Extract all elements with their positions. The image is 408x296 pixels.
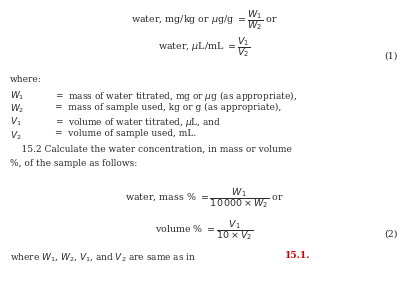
Text: 15.2 Calculate the water concentration, in mass or volume: 15.2 Calculate the water concentration, … xyxy=(10,145,292,154)
Text: (1): (1) xyxy=(384,52,398,61)
Text: 15.1.: 15.1. xyxy=(285,251,310,260)
Text: =  volume of water titrated, $\mu$L, and: = volume of water titrated, $\mu$L, and xyxy=(55,116,221,129)
Text: where:: where: xyxy=(10,75,42,84)
Text: $W_2$: $W_2$ xyxy=(10,102,24,115)
Text: $W_1$: $W_1$ xyxy=(10,89,24,102)
Text: =  volume of sample used, mL.: = volume of sample used, mL. xyxy=(55,130,196,139)
Text: =  mass of sample used, kg or g (as appropriate),: = mass of sample used, kg or g (as appro… xyxy=(55,102,281,112)
Text: volume % $= \dfrac{V_1}{10 \times V_2}$: volume % $= \dfrac{V_1}{10 \times V_2}$ xyxy=(155,218,253,242)
Text: water, $\mu$L/mL $=\dfrac{V_1}{V_2}$: water, $\mu$L/mL $=\dfrac{V_1}{V_2}$ xyxy=(158,35,250,59)
Text: water, mg/kg or $\mu$g/g $=\dfrac{W_1}{W_2}$ or: water, mg/kg or $\mu$g/g $=\dfrac{W_1}{W… xyxy=(131,8,277,32)
Text: =  mass of water titrated, mg or $\mu$g (as appropriate),: = mass of water titrated, mg or $\mu$g (… xyxy=(55,89,297,103)
Text: $V_2$: $V_2$ xyxy=(10,130,22,142)
Text: $V_1$: $V_1$ xyxy=(10,116,22,128)
Text: (2): (2) xyxy=(384,230,398,239)
Text: water, mass % $= \dfrac{W_1}{10\,000 \times W_2}$ or: water, mass % $= \dfrac{W_1}{10\,000 \ti… xyxy=(125,186,283,210)
Text: %, of the sample as follows:: %, of the sample as follows: xyxy=(10,158,137,168)
Text: where $W_1$, $W_2$, $V_1$, and $V_2$ are same as in: where $W_1$, $W_2$, $V_1$, and $V_2$ are… xyxy=(10,251,196,263)
